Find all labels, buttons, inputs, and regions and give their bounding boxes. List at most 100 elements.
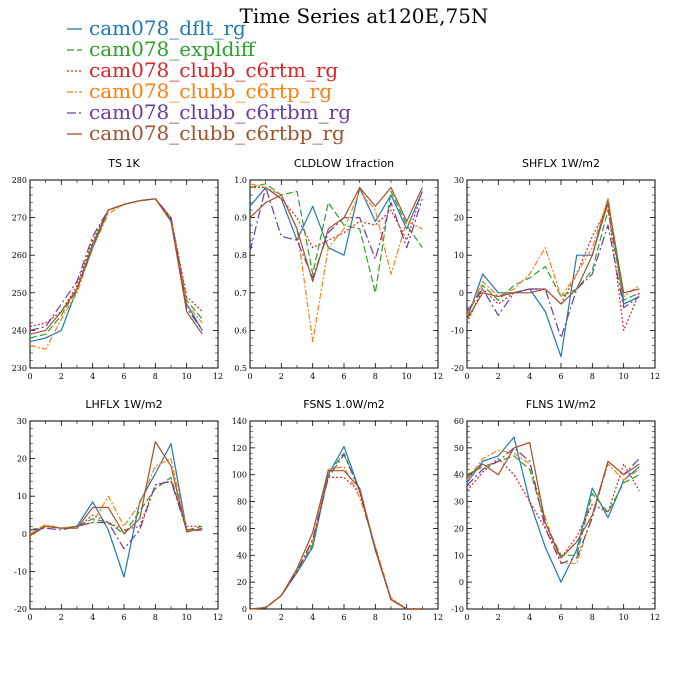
- x-tick-label: 6: [341, 613, 346, 622]
- y-tick-label: 0: [242, 605, 247, 614]
- series-line-3: [249, 466, 423, 610]
- series-line-4: [29, 480, 203, 550]
- x-tick-label: 12: [650, 372, 660, 381]
- y-tick-label: 270: [12, 214, 27, 223]
- x-tick-label: 2: [279, 372, 284, 381]
- x-tick-label: 12: [433, 613, 443, 622]
- series-line-3: [249, 183, 423, 343]
- y-tick-label: 20: [454, 524, 464, 533]
- x-tick-label: 8: [373, 372, 378, 381]
- x-tick-label: 6: [558, 613, 563, 622]
- series-line-0: [466, 436, 640, 583]
- x-tick-label: 10: [402, 372, 412, 381]
- y-tick-label: 10: [454, 251, 464, 260]
- series-line-1: [29, 198, 203, 339]
- y-tick-label: -10: [451, 326, 464, 335]
- y-tick-label: 1.0: [234, 176, 247, 185]
- plot-frame: [249, 420, 439, 610]
- panel-title: LHFLX 1W/m2: [85, 398, 162, 411]
- x-tick-label: 4: [310, 613, 315, 622]
- y-tick-label: 20: [237, 578, 247, 587]
- chart-panel: TS 1K 0 2 4 6 8 10 12 230 240 250 260 270 280: [12, 157, 223, 381]
- x-tick-label: 6: [121, 613, 126, 622]
- x-tick-label: 0: [27, 613, 32, 622]
- x-tick-label: 8: [153, 613, 158, 622]
- x-tick-label: 12: [213, 372, 223, 381]
- x-tick-label: 4: [527, 372, 532, 381]
- y-tick-label: -20: [451, 364, 464, 373]
- plot-frame: [29, 179, 219, 369]
- series-line-4: [249, 454, 423, 610]
- x-tick-label: 2: [279, 613, 284, 622]
- y-tick-label: 0.5: [234, 364, 247, 373]
- x-tick-label: 0: [464, 613, 469, 622]
- x-tick-label: 0: [247, 372, 252, 381]
- series-line-1: [249, 452, 423, 610]
- y-tick-label: 280: [12, 176, 27, 185]
- series-line-2: [29, 198, 203, 328]
- x-tick-label: 6: [341, 372, 346, 381]
- y-tick-label: 40: [454, 471, 464, 480]
- x-tick-label: 12: [650, 613, 660, 622]
- x-tick-label: 0: [247, 613, 252, 622]
- y-tick-label: 60: [237, 524, 247, 533]
- series-line-1: [29, 476, 203, 535]
- panel-title: FSNS 1.0W/m2: [303, 398, 385, 411]
- y-tick-label: 0.8: [234, 251, 247, 260]
- y-tick-label: 10: [17, 492, 27, 501]
- series-line-4: [249, 186, 423, 279]
- series-line-0: [29, 198, 203, 343]
- y-tick-label: 250: [12, 289, 27, 298]
- series-line-1: [466, 209, 640, 316]
- y-tick-label: 0: [459, 289, 464, 298]
- y-tick-label: 0: [22, 530, 27, 539]
- y-tick-label: 0.9: [234, 214, 247, 223]
- y-tick-label: -20: [14, 605, 27, 614]
- chart-panel: SHFLX 1W/m2 0 2 4 6 8 10 12 -20 -10 0 10 20 30: [451, 157, 660, 381]
- x-tick-label: 2: [496, 613, 501, 622]
- panel-title: SHFLX 1W/m2: [522, 157, 600, 170]
- y-tick-label: 260: [12, 251, 27, 260]
- y-tick-label: 140: [232, 417, 247, 426]
- x-tick-label: 8: [373, 613, 378, 622]
- x-tick-label: 0: [27, 372, 32, 381]
- x-tick-label: 8: [153, 372, 158, 381]
- plot-frame: [249, 179, 439, 369]
- series-line-5: [466, 441, 640, 559]
- x-tick-label: 6: [558, 372, 563, 381]
- x-tick-label: 4: [527, 613, 532, 622]
- y-tick-label: -10: [14, 567, 27, 576]
- y-tick-label: 0.6: [234, 326, 247, 335]
- x-tick-label: 8: [590, 613, 595, 622]
- series-line-3: [29, 458, 203, 535]
- x-tick-label: 12: [213, 613, 223, 622]
- y-tick-label: 10: [454, 551, 464, 560]
- series-line-5: [249, 186, 423, 283]
- series-line-5: [249, 470, 423, 610]
- series-line-4: [29, 198, 203, 331]
- series-line-2: [249, 476, 423, 610]
- y-tick-label: -10: [451, 605, 464, 614]
- series-line-0: [466, 198, 640, 358]
- y-tick-label: 30: [454, 498, 464, 507]
- legend-entry-label: cam078_clubb_c6rtp_rg: [89, 79, 332, 103]
- series-line-3: [466, 449, 640, 564]
- series-line-3: [466, 198, 640, 316]
- series-line-4: [466, 224, 640, 339]
- series-line-2: [466, 458, 640, 559]
- panel-title: CLDLOW 1fraction: [294, 157, 394, 170]
- plot-frame: [466, 179, 656, 369]
- series-line-5: [29, 441, 203, 537]
- x-tick-label: 2: [59, 613, 64, 622]
- y-tick-label: 120: [232, 444, 247, 453]
- x-tick-label: 10: [182, 372, 192, 381]
- x-tick-label: 4: [90, 372, 95, 381]
- x-tick-label: 10: [619, 613, 629, 622]
- chart-panel: CLDLOW 1fraction 0 2 4 6 8 10 12 0.5 0.6 0.7 0.8 0.9…: [234, 157, 443, 381]
- x-tick-label: 4: [90, 613, 95, 622]
- series-line-1: [249, 183, 423, 294]
